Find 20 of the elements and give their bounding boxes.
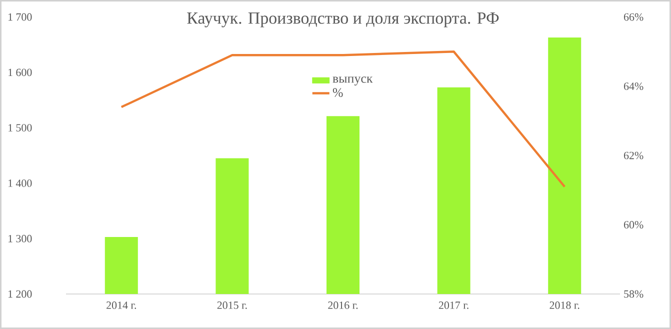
y-tick-label: 1 200 [8, 290, 32, 298]
x-tick-label: 2015 г. [217, 302, 247, 309]
x-tick-label: 2016 г. [328, 302, 358, 309]
y2-tick-label: 62% [624, 152, 644, 160]
legend-label: выпуск [332, 76, 373, 86]
chart-title: Каучук. Производство и доля экспорта. РФ [187, 12, 499, 28]
legend-label: % [332, 88, 343, 97]
x-tick-label: 2017 г. [438, 302, 468, 309]
x-tick-label: 2014 г. [106, 302, 136, 309]
y2-tick-label: 58% [624, 290, 644, 298]
y-tick-label: 1 500 [8, 124, 32, 132]
line-series [120, 50, 566, 188]
y2-tick-label: 64% [624, 82, 644, 90]
y-tick-label: 1 700 [8, 13, 32, 21]
y2-tick-label: 66% [624, 13, 644, 21]
y-tick-label: 1 300 [8, 234, 32, 242]
x-tick-label: 2018 г. [550, 302, 580, 309]
y2-tick-label: 60% [624, 221, 644, 228]
y-tick-label: 1 400 [8, 180, 32, 187]
y-tick-label: 1 600 [8, 68, 32, 76]
